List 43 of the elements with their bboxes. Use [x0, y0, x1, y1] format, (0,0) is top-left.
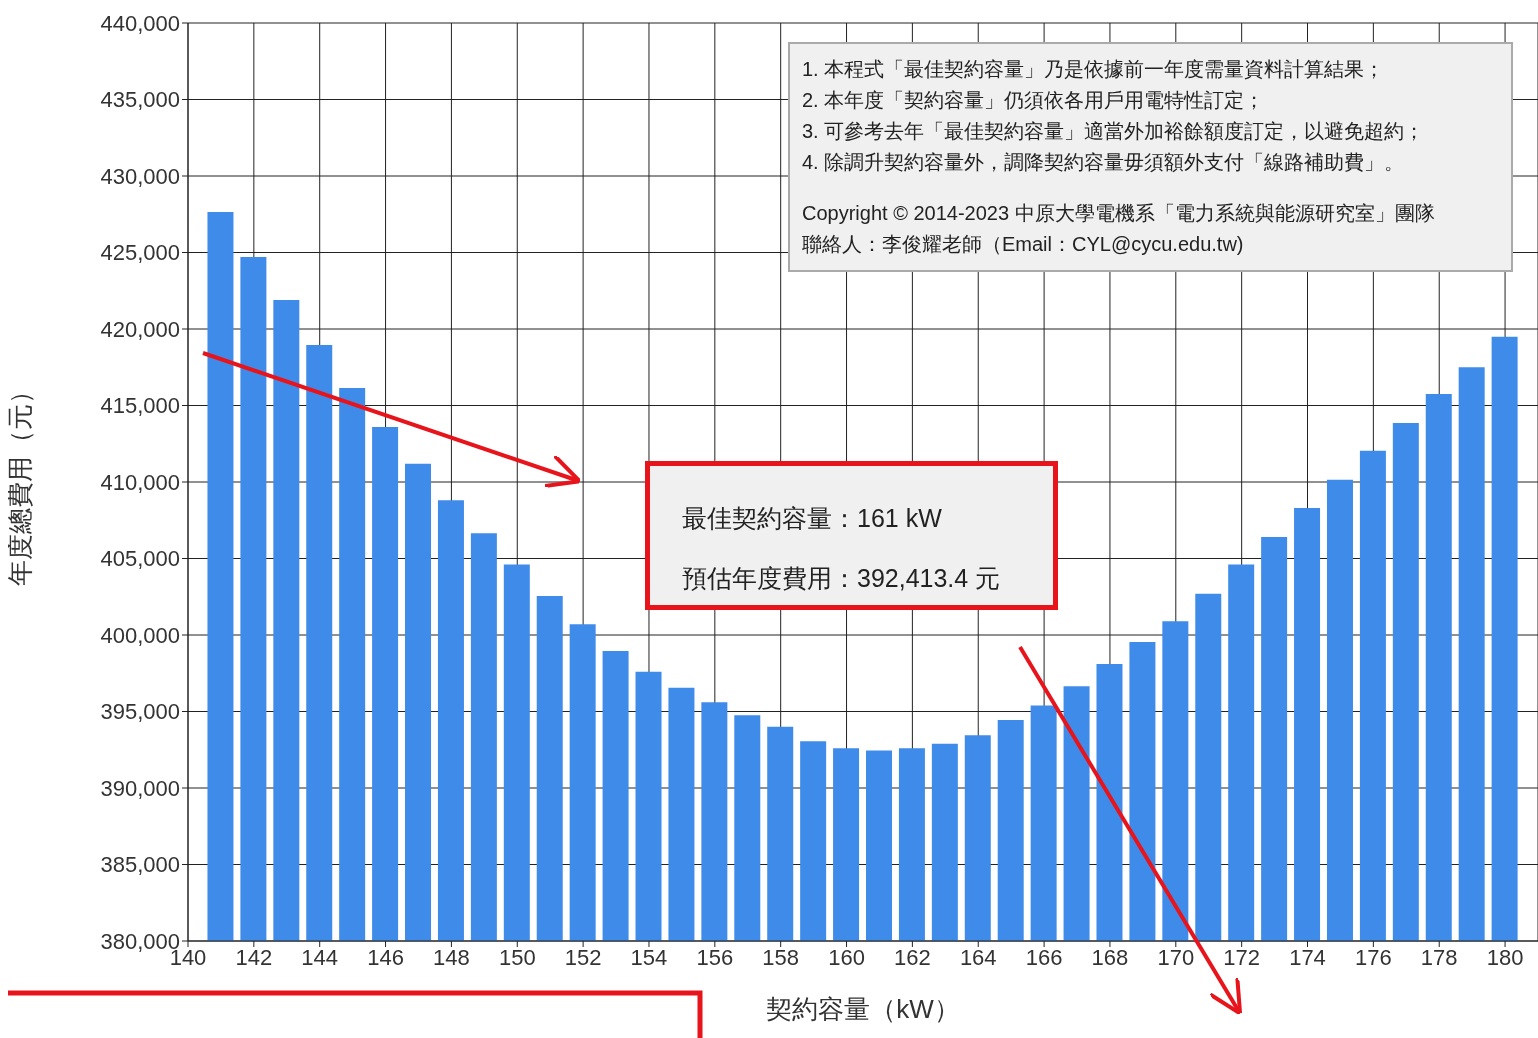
annotation: Copyright © 2014-2023 中原大學電機系「電力系統與能源研究室」團隊 [802, 201, 1436, 226]
x-tick-label: 150 [498, 944, 536, 970]
x-tick-label: 160 [828, 944, 865, 970]
x-tick-label: 148 [433, 944, 470, 970]
x-tick-label: 142 [235, 944, 273, 970]
annotation: 最佳契約容量：161 kW [682, 503, 943, 534]
annotation: 2. 本年度「契約容量」仍須依各用戶用電特性訂定； [802, 88, 1266, 113]
y-tick-label: 435,000 [100, 87, 180, 113]
x-tick-label: 156 [696, 944, 734, 970]
y-tick-label: 420,000 [100, 316, 180, 342]
x-tick-label: 152 [564, 944, 602, 970]
x-tick-label: 172 [1223, 944, 1261, 970]
annotation: 4. 除調升契約容量外，調降契約容量毋須額外支付「線路補助費」。 [802, 150, 1406, 175]
x-tick-label: 158 [762, 944, 800, 970]
x-tick-label: 164 [959, 944, 997, 970]
y-axis-title: 年度總費用（元） [5, 378, 36, 586]
y-tick-label: 400,000 [100, 622, 180, 648]
x-tick-label: 168 [1091, 944, 1129, 970]
y-tick-label: 410,000 [100, 469, 180, 495]
y-tick-label: 390,000 [100, 775, 180, 801]
y-tick-label: 395,000 [100, 699, 180, 725]
y-tick-label: 430,000 [100, 163, 180, 189]
x-tick-label: 154 [630, 944, 668, 970]
annotation: 3. 可參考去年「最佳契約容量」適當外加裕餘額度訂定，以避免超約； [802, 119, 1426, 144]
x-tick-label: 170 [1157, 944, 1195, 970]
x-axis-title: 契約容量（kW） [766, 994, 960, 1024]
y-tick-label: 405,000 [100, 546, 180, 572]
y-tick-label: 415,000 [100, 393, 180, 419]
x-tick-label: 166 [1025, 944, 1063, 970]
x-tick-label: 174 [1289, 944, 1326, 970]
x-tick-label: 178 [1420, 944, 1458, 970]
annotation: 預估年度費用：392,413.4 元 [682, 563, 1002, 594]
y-tick-label: 385,000 [100, 852, 180, 878]
result-box: 最佳契約容量：161 kW 預估年度費用：392,413.4 元 [645, 461, 1058, 610]
x-tick-label: 176 [1355, 944, 1392, 970]
x-tick-label: 162 [894, 944, 931, 970]
y-tick-label: 440,000 [100, 10, 180, 36]
y-tick-label: 425,000 [100, 240, 180, 266]
x-tick-label: 180 [1486, 944, 1524, 970]
annotation: 聯絡人：李俊耀老師（Email：CYL@cycu.edu.tw) [802, 232, 1245, 257]
x-tick-label: 146 [367, 944, 404, 970]
x-tick-label: 144 [301, 944, 339, 970]
annotation: 1. 本程式「最佳契約容量」乃是依據前一年度需量資料計算結果； [802, 57, 1386, 82]
